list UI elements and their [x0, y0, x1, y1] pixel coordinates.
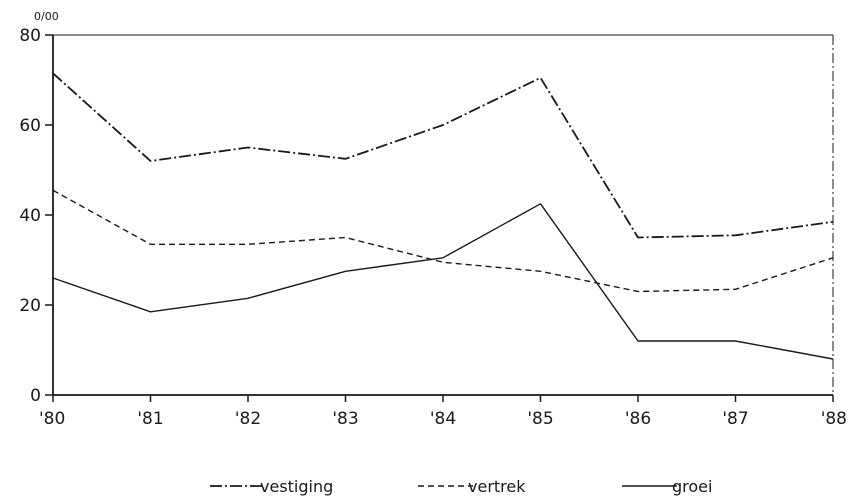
- y-unit-label: 0/00: [34, 10, 59, 23]
- series-line-groei: [52, 203, 834, 360]
- legend: vestiging vertrek groei: [210, 477, 712, 496]
- legend-label-vestiging: vestiging: [260, 477, 333, 496]
- x-tick-label: '81: [137, 409, 163, 429]
- y-axis-ticks: 0 20 40 60 80: [19, 26, 53, 406]
- x-tick-label: '80: [39, 409, 65, 429]
- series-line-vestiging: [52, 72, 834, 239]
- x-axis-ticks: '80 '81 '82 '83 '84 '85 '86 '87 '88: [39, 395, 847, 429]
- y-tick-label: 80: [19, 26, 41, 46]
- series-lines: [52, 72, 834, 360]
- x-tick-label: '88: [821, 409, 847, 429]
- x-tick-label: '83: [332, 409, 358, 429]
- series-line-vertrek: [52, 189, 834, 293]
- x-tick-label: '84: [430, 409, 456, 429]
- x-tick-label: '87: [722, 409, 748, 429]
- y-tick-label: 0: [30, 386, 41, 406]
- y-tick-label: 40: [19, 206, 41, 226]
- legend-label-groei: groei: [672, 477, 712, 496]
- x-tick-label: '85: [527, 409, 553, 429]
- y-tick-label: 60: [19, 116, 41, 136]
- y-tick-label: 20: [19, 296, 41, 316]
- legend-label-vertrek: vertrek: [468, 477, 526, 496]
- x-tick-label: '86: [625, 409, 651, 429]
- x-tick-label: '82: [235, 409, 261, 429]
